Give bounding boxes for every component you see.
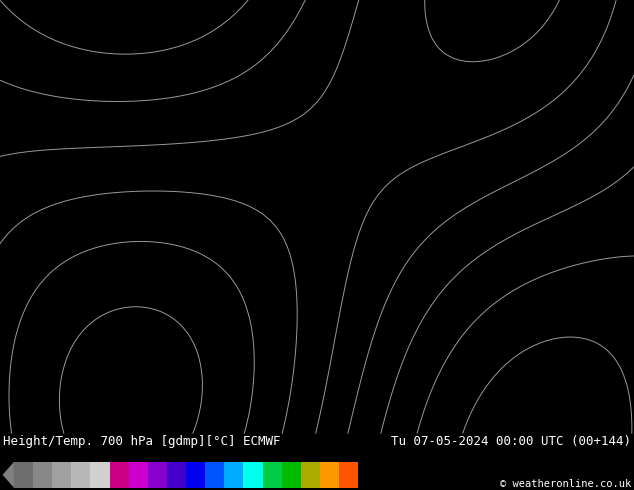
Bar — [33, 462, 52, 488]
Polygon shape — [3, 462, 14, 488]
Bar — [281, 462, 301, 488]
Bar — [110, 462, 129, 488]
Bar — [91, 462, 110, 488]
Text: Tu 07-05-2024 00:00 UTC (00+144): Tu 07-05-2024 00:00 UTC (00+144) — [391, 435, 631, 448]
Bar — [262, 462, 281, 488]
Bar — [224, 462, 243, 488]
Bar — [129, 462, 148, 488]
Bar — [320, 462, 339, 488]
Bar — [186, 462, 205, 488]
Text: © weatheronline.co.uk: © weatheronline.co.uk — [500, 479, 631, 490]
Text: Height/Temp. 700 hPa [gdmp][°C] ECMWF: Height/Temp. 700 hPa [gdmp][°C] ECMWF — [3, 435, 281, 448]
Bar — [14, 462, 33, 488]
Bar — [301, 462, 320, 488]
Bar — [71, 462, 91, 488]
Bar — [52, 462, 71, 488]
Bar — [167, 462, 186, 488]
Bar — [339, 462, 358, 488]
Bar — [148, 462, 167, 488]
Bar — [205, 462, 224, 488]
Bar — [243, 462, 262, 488]
